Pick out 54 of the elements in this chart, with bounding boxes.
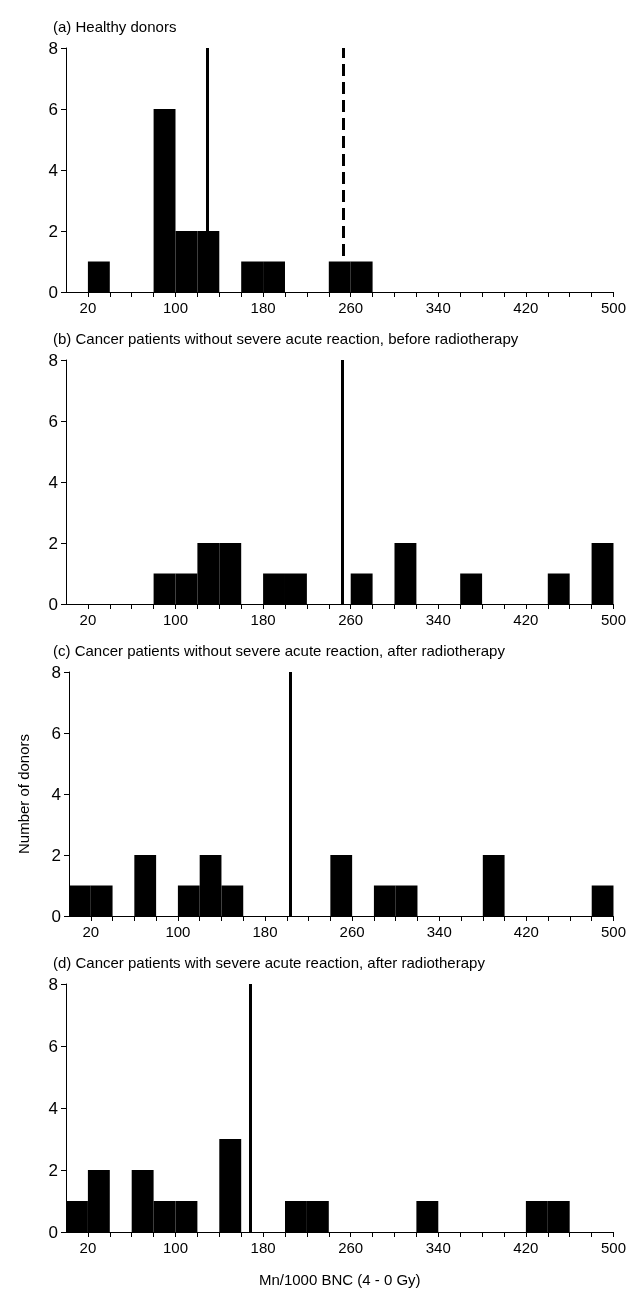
- y-tick-label: 0: [48, 1222, 58, 1242]
- x-tick-label: 100: [162, 1239, 189, 1256]
- x-tick-label: 260: [338, 611, 364, 628]
- y-tick-label: 6: [48, 1036, 58, 1056]
- y-tick-label: 6: [51, 723, 61, 743]
- x-tick-label: 260: [338, 1239, 364, 1256]
- y-tick-label: 4: [48, 1098, 58, 1118]
- x-tick-label: 340: [426, 923, 452, 940]
- y-tick-label: 6: [48, 411, 58, 431]
- y-tick-label: 8: [48, 974, 58, 994]
- x-tick-label: 500: [600, 1239, 626, 1256]
- y-tick-label: 0: [48, 282, 58, 302]
- y-tick-label: 2: [48, 533, 58, 553]
- x-tick-label: 260: [338, 299, 364, 316]
- y-tick-label: 6: [48, 99, 58, 119]
- x-tick-label: 340: [425, 299, 451, 316]
- x-tick-label: 420: [513, 923, 539, 940]
- x-tick-label: 180: [250, 611, 276, 628]
- x-tick-label: 20: [82, 923, 100, 940]
- x-tick-label: 100: [162, 611, 189, 628]
- x-tick-label: 420: [513, 1239, 539, 1256]
- x-tick-label: 20: [79, 611, 97, 628]
- x-tick-label: 20: [79, 1239, 97, 1256]
- y-tick-label: 8: [48, 38, 58, 58]
- y-tick-label: 4: [48, 160, 58, 180]
- x-tick-label: 180: [250, 1239, 276, 1256]
- y-tick-label: 8: [48, 350, 58, 370]
- x-tick-label: 420: [513, 611, 539, 628]
- x-tick-label: 260: [339, 923, 365, 940]
- x-tick-label: 180: [250, 299, 276, 316]
- chart-title: (c) Cancer patients without severe acute reaction, after radiotherapy: [53, 642, 506, 659]
- y-tick-label: 2: [48, 1160, 58, 1180]
- y-axis-title: Number of donors: [15, 733, 32, 855]
- y-tick-label: 8: [51, 662, 61, 682]
- x-axis-title: Mn/1000 BNC (4 - 0 Gy): [258, 1271, 421, 1288]
- x-tick-label: 100: [162, 299, 189, 316]
- x-tick-label: 100: [165, 923, 191, 940]
- y-tick-label: 4: [48, 472, 58, 492]
- x-tick-label: 500: [600, 923, 626, 940]
- x-tick-label: 20: [79, 299, 97, 316]
- x-tick-label: 340: [425, 611, 451, 628]
- x-tick-label: 180: [252, 923, 278, 940]
- chart-title: (b) Cancer patients without severe acute reaction, before radiotherapy: [53, 330, 519, 347]
- chart-title: (a) Healthy donors: [53, 18, 177, 35]
- x-tick-label: 420: [513, 299, 539, 316]
- chart-title: (d) Cancer patients with severe acute reaction, after radiotherapy: [53, 954, 486, 971]
- y-tick-label: 2: [48, 221, 58, 241]
- y-tick-label: 2: [51, 845, 61, 865]
- x-tick-label: 500: [600, 611, 626, 628]
- x-tick-label: 500: [600, 299, 626, 316]
- y-tick-label: 0: [48, 594, 58, 614]
- x-tick-label: 340: [425, 1239, 451, 1256]
- y-tick-label: 0: [51, 906, 61, 926]
- y-tick-label: 4: [51, 784, 61, 804]
